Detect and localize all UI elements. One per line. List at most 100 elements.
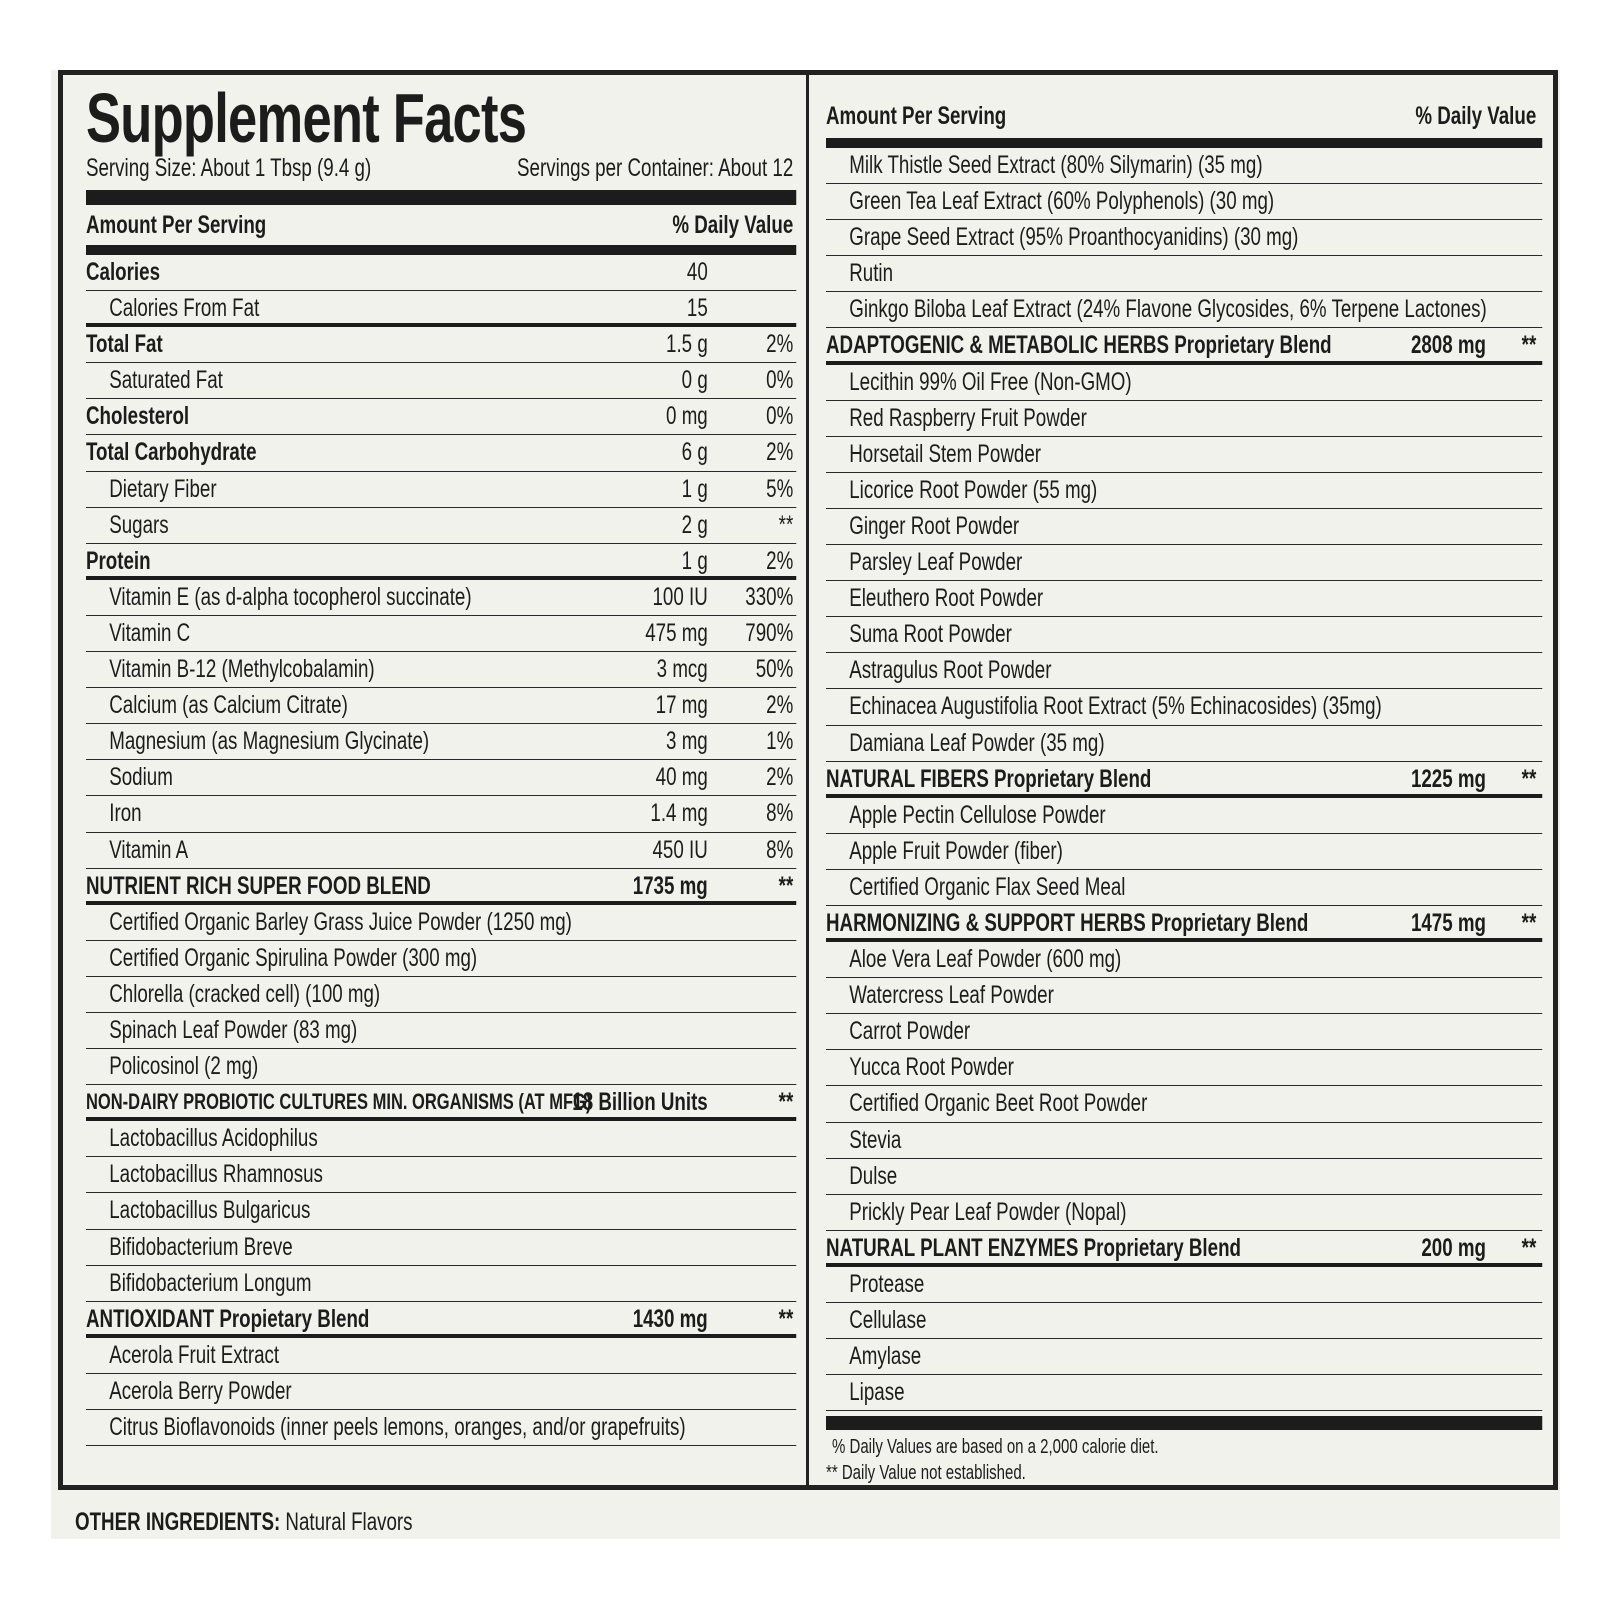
row-label: NATURAL FIBERS Proprietary Blend [826, 764, 1152, 793]
amount-per-serving-header: Amount Per Serving [826, 102, 1007, 130]
table-row: Apple Fruit Powder (fiber) [826, 834, 1543, 870]
daily-value-header: % Daily Value [672, 211, 794, 239]
row-amount: 1475 mg [1410, 908, 1486, 937]
table-row: Carrot Powder [826, 1014, 1543, 1051]
table-row: Chlorella (cracked cell) (100 mg) [86, 977, 797, 1013]
row-amount: 0 g [681, 366, 708, 395]
amount-per-serving-header: Amount Per Serving [86, 211, 267, 239]
other-ingredients-value: Natural Flavors [285, 1508, 413, 1536]
row-label: Dulse [849, 1161, 898, 1190]
row-daily-value: 2% [766, 763, 794, 792]
table-row: Apple Pectin Cellulose Powder [826, 798, 1543, 834]
row-label: Yucca Root Powder [849, 1053, 1014, 1082]
table-row: Sodium 40 mg 2% [86, 760, 797, 797]
serving-size: Serving Size: About 1 Tbsp (9.4 g) [86, 154, 372, 182]
table-row: Red Raspberry Fruit Powder [826, 401, 1543, 437]
table-row: Calories From Fat 15 [86, 291, 797, 328]
table-row: Bifidobacterium Breve [86, 1230, 797, 1266]
row-amount: 1.5 g [666, 330, 708, 359]
row-amount: 3 mg [666, 727, 708, 756]
row-amount: 2808 mg [1410, 331, 1486, 360]
table-row: Suma Root Powder [826, 617, 1543, 654]
ingredient-table: Milk Thistle Seed Extract (80% Silymarin… [826, 148, 1543, 1412]
daily-value-header: % Daily Value [1415, 102, 1537, 130]
table-row: Stevia [826, 1123, 1543, 1159]
table-row: Total Carbohydrate 6 g 2% [86, 435, 797, 472]
row-label: NATURAL PLANT ENZYMES Proprietary Blend [826, 1233, 1241, 1262]
row-amount: 100 IU [652, 582, 708, 611]
row-amount: 17 mg [655, 691, 708, 720]
table-row: Damiana Leaf Powder (35 mg) [826, 726, 1543, 762]
row-label: Horsetail Stem Powder [849, 439, 1041, 468]
row-label: Certified Organic Flax Seed Meal [849, 872, 1126, 901]
row-daily-value: 790% [745, 618, 794, 647]
row-label: Policosinol (2 mg) [109, 1052, 259, 1081]
table-row: Acerola Berry Powder [86, 1374, 797, 1410]
row-daily-value: 2% [766, 546, 794, 575]
row-label: Vitamin B-12 (Methylcobalamin) [109, 655, 375, 684]
row-label: Protein [86, 546, 151, 575]
table-row: Total Fat 1.5 g 2% [86, 327, 797, 364]
table-row: Calories 40 [86, 255, 797, 292]
row-label: Vitamin E (as d-alpha tocopherol succina… [109, 582, 472, 611]
row-label: HARMONIZING & SUPPORT HERBS Proprietary … [826, 908, 1309, 937]
row-label: Calories [86, 258, 161, 286]
table-row: Dietary Fiber 1 g 5% [86, 472, 797, 508]
row-label: Iron [109, 799, 142, 828]
row-label: NUTRIENT RICH SUPER FOOD BLEND [86, 871, 431, 900]
row-label: Suma Root Powder [849, 620, 1012, 649]
table-row: Lactobacillus Rhamnosus [86, 1157, 797, 1194]
row-amount: 1 g [681, 474, 708, 503]
row-label: NON-DAIRY PROBIOTIC CULTURES MIN. ORGANI… [86, 1089, 592, 1115]
table-row: Parsley Leaf Powder [826, 545, 1543, 582]
table-row: Saturated Fat 0 g 0% [86, 363, 797, 400]
page-title: Supplement Facts [86, 79, 527, 157]
row-label: Bifidobacterium Breve [109, 1232, 293, 1261]
row-label: Milk Thistle Seed Extract (80% Silymarin… [849, 151, 1263, 179]
row-label: Eleuthero Root Powder [849, 584, 1044, 613]
row-label: Apple Pectin Cellulose Powder [849, 800, 1106, 829]
row-label: Lipase [849, 1378, 905, 1407]
table-row: Milk Thistle Seed Extract (80% Silymarin… [826, 148, 1543, 185]
row-label: Lecithin 99% Oil Free (Non-GMO) [849, 367, 1132, 396]
table-row: Protease [826, 1267, 1543, 1303]
row-amount: 2 g [681, 510, 708, 539]
row-label: Chlorella (cracked cell) (100 mg) [109, 979, 381, 1008]
thick-divider [86, 190, 797, 205]
table-row: Citrus Bioflavonoids (inner peels lemons… [86, 1410, 797, 1447]
table-row: Calcium (as Calcium Citrate) 17 mg 2% [86, 688, 797, 725]
row-label: Sodium [109, 763, 173, 792]
row-label: Spinach Leaf Powder (83 mg) [109, 1015, 358, 1044]
table-row: Sugars 2 g ** [86, 508, 797, 544]
table-row: Magnesium (as Magnesium Glycinate) 3 mg 1% [86, 724, 797, 761]
table-row: Dulse [826, 1159, 1543, 1195]
row-label: Rutin [849, 259, 894, 288]
table-row: Vitamin A 450 IU 8% [86, 833, 797, 869]
row-label: ADAPTOGENIC & METABOLIC HERBS Proprietar… [826, 331, 1332, 360]
table-row: Watercress Leaf Powder [826, 978, 1543, 1015]
table-row: Certified Organic Barley Grass Juice Pow… [86, 905, 797, 941]
row-label: Protease [849, 1269, 925, 1298]
row-amount: 1225 mg [1410, 764, 1486, 793]
table-row: Echinacea Augustifolia Root Extract (5% … [826, 689, 1543, 726]
table-row: Iron 1.4 mg 8% [86, 796, 797, 833]
row-label: Dietary Fiber [109, 474, 217, 503]
row-amount: 450 IU [652, 835, 708, 864]
other-ingredients: OTHER INGREDIENTS: Natural Flavors [75, 1504, 413, 1540]
row-label: Licorice Root Powder (55 mg) [849, 475, 1098, 504]
row-label: Green Tea Leaf Extract (60% Polyphenols)… [849, 187, 1275, 216]
blend-row: NATURAL FIBERS Proprietary Blend 1225 mg *… [826, 762, 1543, 798]
table-row: Acerola Fruit Extract [86, 1338, 797, 1374]
row-amount: 0 mg [666, 402, 708, 431]
table-row: Horsetail Stem Powder [826, 437, 1543, 473]
table-row: Vitamin B-12 (Methylcobalamin) 3 mcg 50% [86, 652, 797, 689]
table-row: Ginkgo Biloba Leaf Extract (24% Flavone … [826, 292, 1543, 329]
row-daily-value: ** [778, 871, 794, 900]
row-amount: 6 g [681, 438, 708, 467]
row-label: Apple Fruit Powder (fiber) [849, 836, 1063, 865]
nutrient-table: Calories 40 Calories From Fat 15 Total Fat 1.… [86, 255, 797, 1447]
row-label: Acerola Fruit Extract [109, 1340, 280, 1369]
row-daily-value: ** [778, 1088, 794, 1117]
row-label: Ginkgo Biloba Leaf Extract (24% Flavone … [849, 295, 1487, 324]
blend-row: NATURAL PLANT ENZYMES Proprietary Blend 2… [826, 1231, 1543, 1267]
